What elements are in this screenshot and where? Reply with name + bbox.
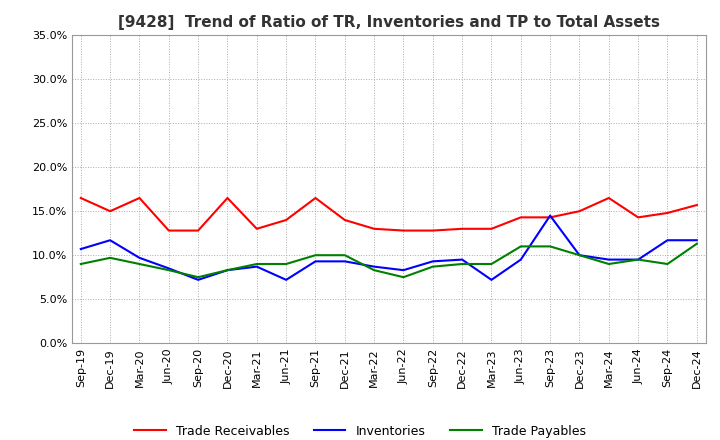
Inventories bbox=[399, 268, 408, 273]
Inventories bbox=[370, 264, 379, 269]
Line: Trade Payables: Trade Payables bbox=[81, 244, 697, 277]
Inventories bbox=[311, 259, 320, 264]
Trade Payables bbox=[311, 253, 320, 258]
Inventories bbox=[663, 238, 672, 243]
Trade Receivables bbox=[106, 209, 114, 214]
Trade Payables bbox=[253, 261, 261, 267]
Trade Receivables bbox=[370, 226, 379, 231]
Inventories bbox=[282, 277, 290, 282]
Trade Receivables bbox=[634, 215, 642, 220]
Trade Receivables bbox=[663, 210, 672, 216]
Inventories bbox=[76, 246, 85, 252]
Trade Payables bbox=[487, 261, 496, 267]
Trade Receivables bbox=[605, 195, 613, 201]
Inventories bbox=[605, 257, 613, 262]
Trade Receivables bbox=[253, 226, 261, 231]
Inventories bbox=[546, 213, 554, 218]
Inventories bbox=[428, 259, 437, 264]
Trade Payables bbox=[135, 261, 144, 267]
Line: Trade Receivables: Trade Receivables bbox=[81, 198, 697, 231]
Inventories bbox=[253, 264, 261, 269]
Trade Receivables bbox=[487, 226, 496, 231]
Inventories bbox=[194, 277, 202, 282]
Trade Payables bbox=[399, 275, 408, 280]
Trade Payables bbox=[575, 253, 584, 258]
Trade Receivables bbox=[223, 195, 232, 201]
Inventories bbox=[516, 257, 525, 262]
Inventories bbox=[693, 238, 701, 243]
Inventories bbox=[341, 259, 349, 264]
Inventories bbox=[575, 253, 584, 258]
Trade Payables bbox=[516, 244, 525, 249]
Trade Payables bbox=[106, 255, 114, 260]
Trade Payables bbox=[223, 268, 232, 273]
Trade Receivables bbox=[399, 228, 408, 233]
Title: [9428]  Trend of Ratio of TR, Inventories and TP to Total Assets: [9428] Trend of Ratio of TR, Inventories… bbox=[118, 15, 660, 30]
Trade Payables bbox=[76, 261, 85, 267]
Trade Payables bbox=[341, 253, 349, 258]
Inventories bbox=[164, 266, 173, 271]
Trade Payables bbox=[164, 268, 173, 273]
Trade Payables bbox=[458, 261, 467, 267]
Trade Payables bbox=[663, 261, 672, 267]
Trade Receivables bbox=[458, 226, 467, 231]
Trade Receivables bbox=[76, 195, 85, 201]
Trade Payables bbox=[370, 268, 379, 273]
Trade Payables bbox=[428, 264, 437, 269]
Trade Payables bbox=[693, 241, 701, 246]
Trade Receivables bbox=[311, 195, 320, 201]
Trade Receivables bbox=[693, 202, 701, 208]
Inventories bbox=[487, 277, 496, 282]
Trade Receivables bbox=[282, 217, 290, 223]
Inventories bbox=[458, 257, 467, 262]
Inventories bbox=[634, 257, 642, 262]
Trade Receivables bbox=[164, 228, 173, 233]
Trade Receivables bbox=[546, 215, 554, 220]
Line: Inventories: Inventories bbox=[81, 216, 697, 280]
Inventories bbox=[106, 238, 114, 243]
Trade Receivables bbox=[194, 228, 202, 233]
Trade Receivables bbox=[428, 228, 437, 233]
Trade Payables bbox=[634, 257, 642, 262]
Legend: Trade Receivables, Inventories, Trade Payables: Trade Receivables, Inventories, Trade Pa… bbox=[130, 420, 590, 440]
Trade Receivables bbox=[341, 217, 349, 223]
Trade Payables bbox=[546, 244, 554, 249]
Trade Payables bbox=[194, 275, 202, 280]
Trade Payables bbox=[605, 261, 613, 267]
Inventories bbox=[135, 255, 144, 260]
Trade Receivables bbox=[516, 215, 525, 220]
Trade Payables bbox=[282, 261, 290, 267]
Trade Receivables bbox=[135, 195, 144, 201]
Trade Receivables bbox=[575, 209, 584, 214]
Inventories bbox=[223, 268, 232, 273]
